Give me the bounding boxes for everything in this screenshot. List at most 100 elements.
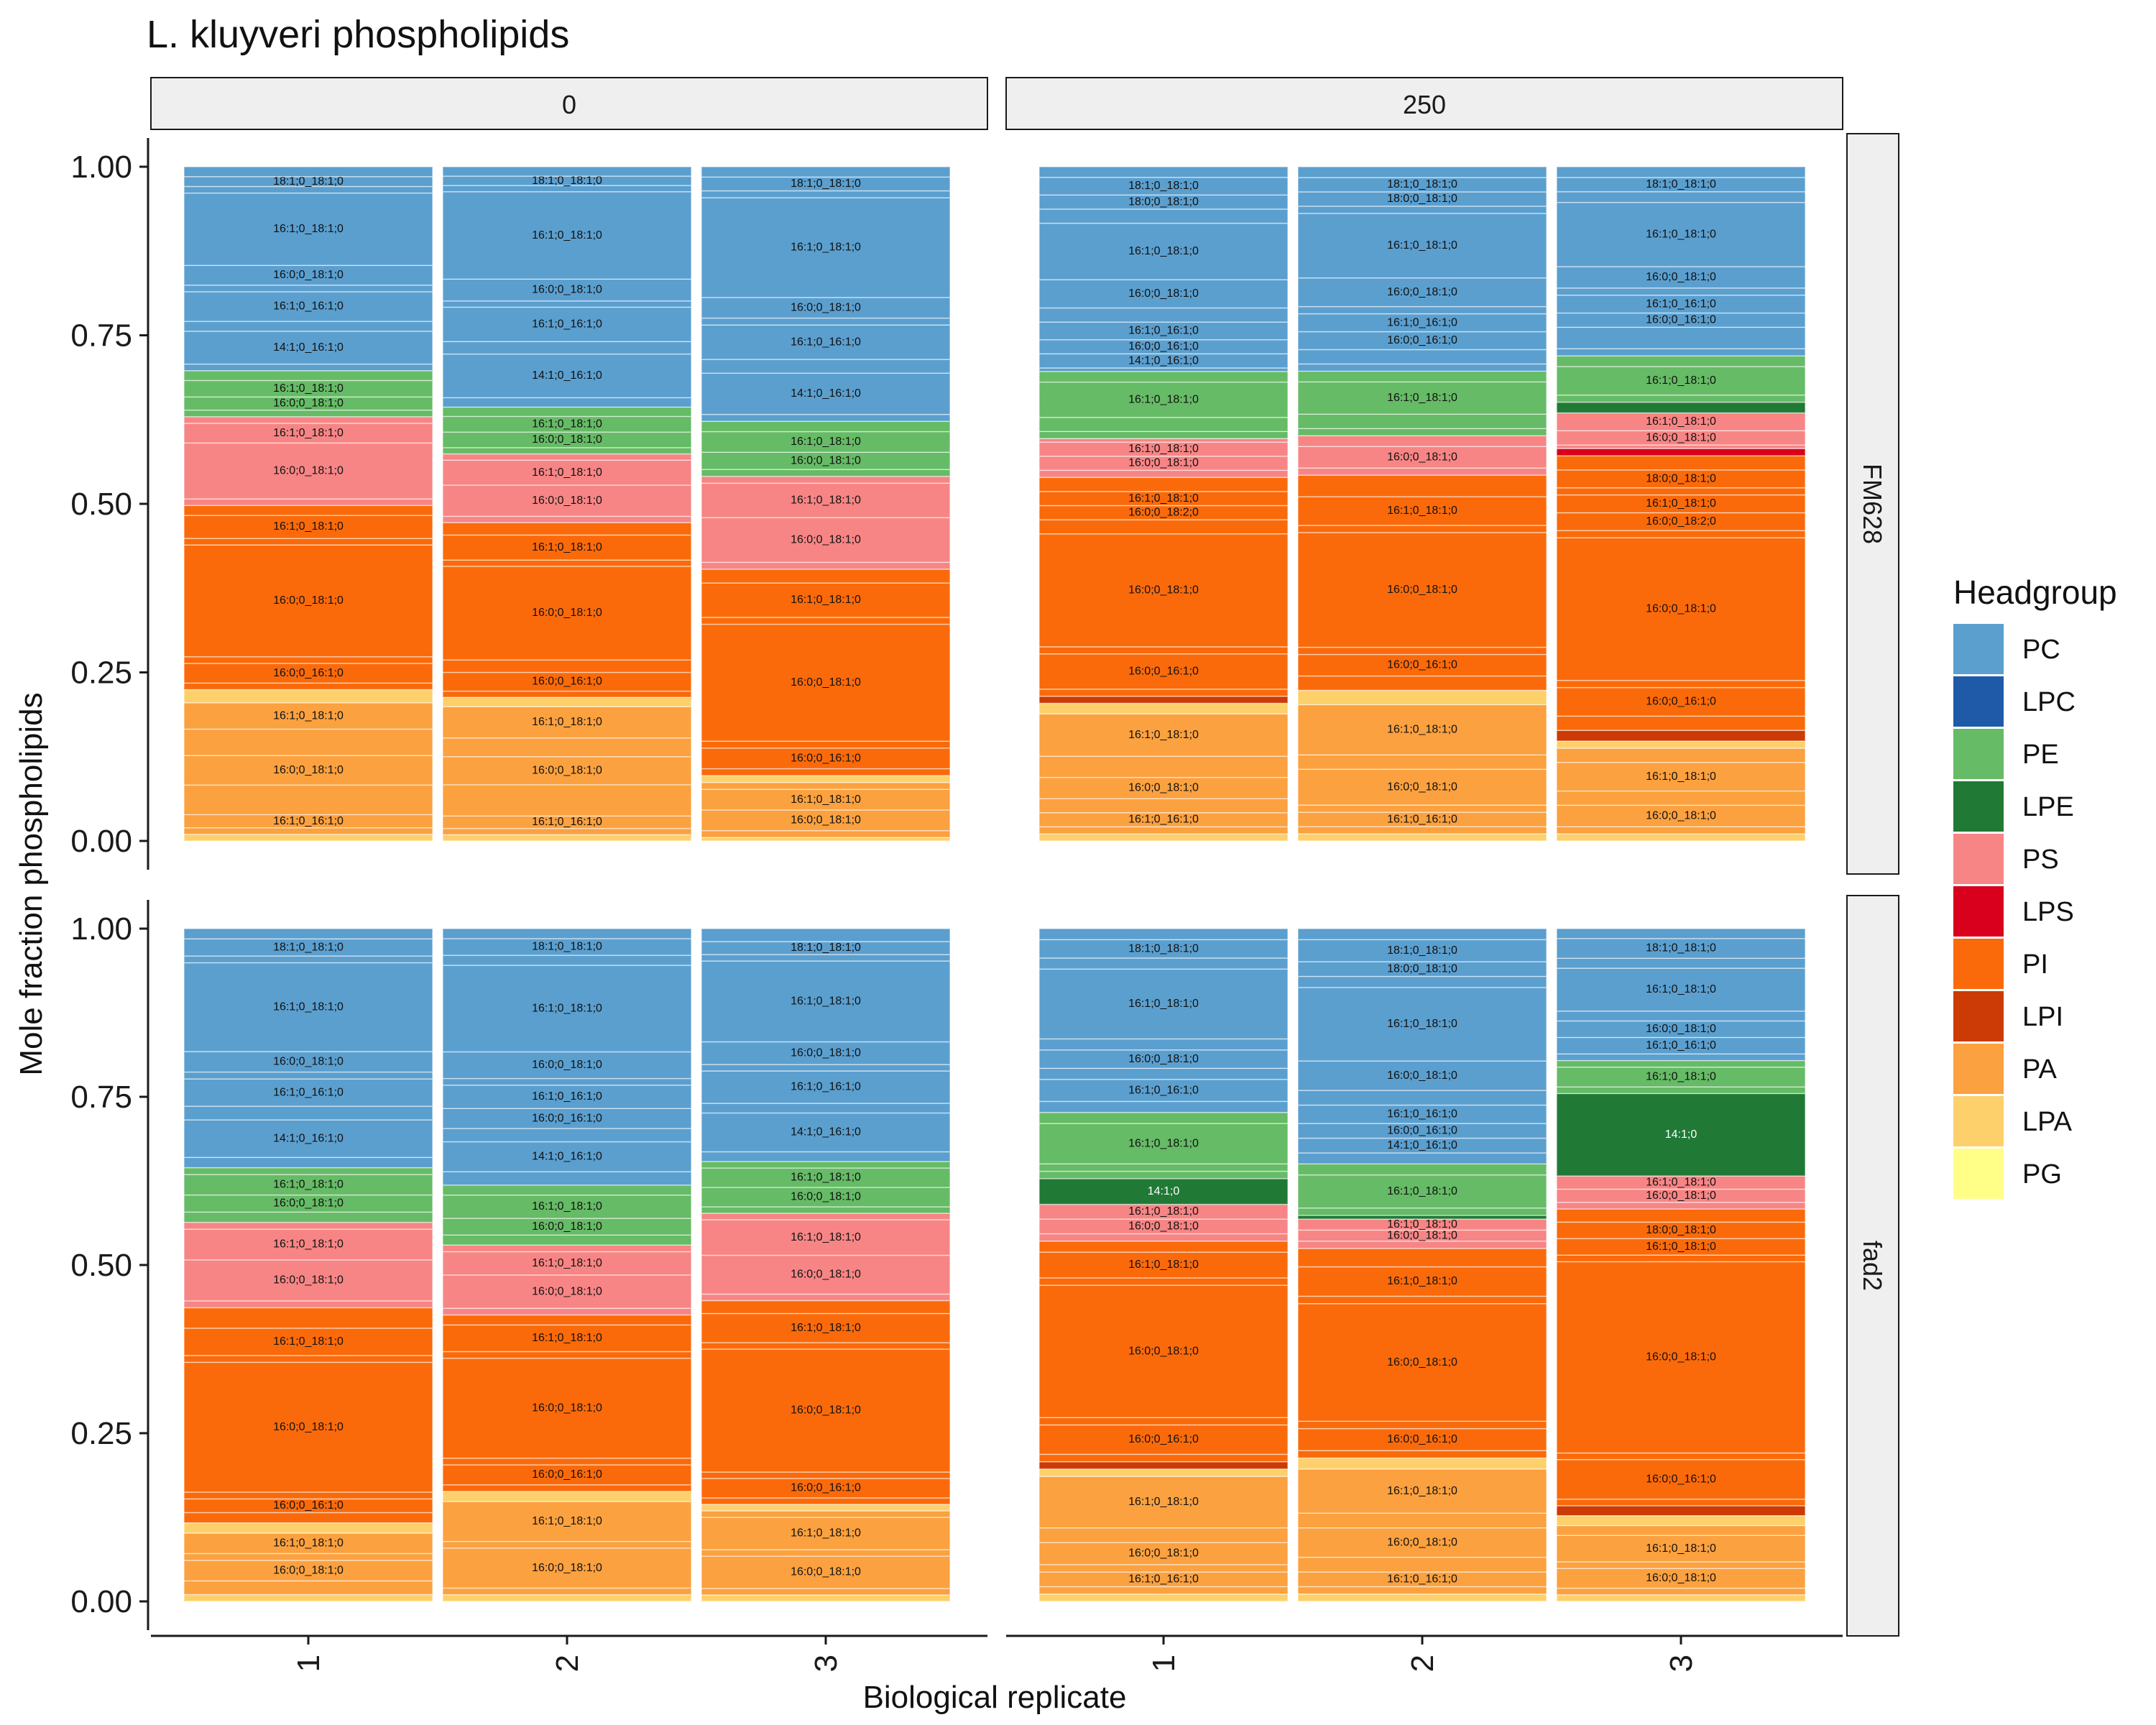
bar-segment	[1556, 537, 1806, 681]
bar-segment	[1297, 363, 1547, 372]
bar-segment	[1038, 1251, 1289, 1279]
segment-label: 16:1;0_18:1;0	[532, 541, 602, 553]
segment-label: 16:0;0_16:1;0	[1128, 665, 1199, 677]
bar-segment	[1038, 1049, 1289, 1070]
segment-label: 16:0;0_16:1;0	[273, 1499, 344, 1512]
bar-segment	[1297, 1295, 1547, 1305]
bar-segment	[1038, 1527, 1289, 1543]
bar-segment	[183, 834, 433, 842]
segment-label: 16:1;0_18:1;0	[1646, 415, 1716, 428]
bar-segment	[183, 285, 433, 293]
bar-segment	[1038, 1233, 1289, 1242]
bar-segment	[701, 1161, 951, 1169]
segment-label: 16:1;0_18:1;0	[273, 709, 344, 722]
bar-segment	[701, 809, 951, 832]
bar-segment	[1297, 446, 1547, 469]
y-tick-label: 0.25	[70, 1416, 132, 1451]
bar-segment	[1556, 1524, 1806, 1536]
segment-label: 16:1;0_18:1;0	[1387, 505, 1457, 517]
legend-swatch	[1953, 834, 2004, 884]
segment-label: 16:1;0_18:1;0	[273, 382, 344, 395]
x-tick-label: 3	[808, 1655, 844, 1672]
bar-segment	[1297, 987, 1547, 1062]
bar-segment	[183, 784, 433, 816]
bar-segment	[701, 324, 951, 360]
bar-segment	[1556, 366, 1806, 396]
segment-label: 16:1;0_18:1;0	[532, 1515, 602, 1527]
segment-label: 16:1;0_18:1;0	[1646, 1071, 1716, 1083]
segment-label: 16:0;0_18:1;0	[532, 1402, 602, 1414]
segment-label: 16:1;0_18:1;0	[1387, 239, 1457, 252]
y-tick-label: 0.00	[70, 824, 132, 859]
segment-label: 16:1;0_18:1;0	[1128, 492, 1199, 505]
bars-layer: 16:1;0_16:1;0 16:0;0_18:1;0 16:1;0_18:1;0 1…	[183, 166, 1806, 1602]
bar-segment	[1297, 1104, 1547, 1124]
legend-swatch	[1953, 939, 2004, 989]
bar-segment	[1297, 1248, 1547, 1268]
bar-segment	[183, 1105, 433, 1121]
segment-label: 16:0;0_18:1;0	[532, 765, 602, 777]
segment-label: 16:0;0_18:1;0	[1128, 1547, 1199, 1560]
bar-segment	[1038, 1453, 1289, 1463]
bar-segment	[1556, 412, 1806, 431]
bar-segment	[1297, 277, 1547, 308]
legend-label: PI	[2022, 949, 2048, 980]
bar-segment	[183, 331, 433, 365]
bar-segment	[1297, 496, 1547, 526]
bar-segment	[701, 1254, 951, 1295]
segment-label: 14:1;0_16:1;0	[1128, 354, 1199, 367]
bar-segment	[701, 1293, 951, 1302]
segment-label: 16:0;0_18:1;0	[791, 1191, 861, 1203]
bar-segment	[183, 962, 433, 1052]
bar-segment	[442, 1314, 692, 1326]
bar-segment	[183, 544, 433, 658]
segment-label: 16:1;0_18:1;0	[1646, 1542, 1716, 1555]
bar-segment	[1297, 1241, 1547, 1249]
segment-label: 16:0;0_16:1;0	[1387, 1125, 1457, 1137]
bar-segment	[1556, 201, 1806, 267]
bar-segment	[1297, 1152, 1547, 1165]
segment-label: 16:0;0_18:1;0	[1128, 1053, 1199, 1065]
segment-label: 14:1;0_16:1;0	[791, 1126, 861, 1138]
bar-segment	[701, 1348, 951, 1473]
bar-segment	[701, 623, 951, 742]
segment-label: 18:1;0_18:1;0	[532, 175, 602, 187]
segment-label: 16:1;0_18:1;0	[1387, 392, 1457, 404]
bar-segment	[1297, 1468, 1547, 1514]
legend-label: PG	[2022, 1159, 2062, 1190]
bar-segment	[1038, 689, 1289, 697]
bar-segment	[1297, 435, 1547, 447]
bar-segment	[442, 278, 692, 302]
bar-segment	[1038, 533, 1289, 648]
bar-segment	[1297, 305, 1547, 315]
segment-label: 16:0;0_18:1;0	[273, 397, 344, 410]
bar-segment	[442, 1141, 692, 1172]
bar-segment	[1556, 730, 1806, 742]
x-axis-title: Biological replicate	[863, 1680, 1127, 1715]
bar-segment	[1297, 1527, 1547, 1558]
bar-segment	[1556, 1254, 1806, 1263]
legend-swatch	[1953, 624, 2004, 674]
segment-label: 16:0;0_18:1;0	[791, 676, 861, 689]
segment-label: 16:1;0_18:1;0	[1387, 1185, 1457, 1197]
segment-label: 18:1;0_18:1;0	[273, 175, 344, 188]
bar-segment	[442, 954, 692, 966]
segment-label: 16:0;0_18:1;0	[532, 284, 602, 296]
segment-label: 18:1;0_18:1;0	[1646, 942, 1716, 954]
segment-label: 16:1;0_16:1;0	[532, 816, 602, 828]
bar-segment	[1297, 1450, 1547, 1459]
bar-segment	[1556, 1505, 1806, 1517]
bar-segment	[1556, 826, 1806, 834]
bar-segment	[1556, 530, 1806, 538]
bar-segment	[1297, 1215, 1547, 1220]
segment-label: 16:0;0_18:1;0	[273, 764, 344, 776]
bar-segment	[442, 534, 692, 561]
legend-swatch	[1953, 729, 2004, 779]
bar-segment	[1556, 326, 1806, 349]
bar-segment	[442, 1458, 692, 1466]
segment-label: 16:1;0_18:1;0	[1646, 374, 1716, 387]
legend-swatch	[1953, 1149, 2004, 1199]
bar-segment	[1297, 1174, 1547, 1209]
segment-label: 16:1;0_18:1;0	[1646, 229, 1716, 241]
segment-label: 16:1;0_18:1;0	[273, 427, 344, 439]
